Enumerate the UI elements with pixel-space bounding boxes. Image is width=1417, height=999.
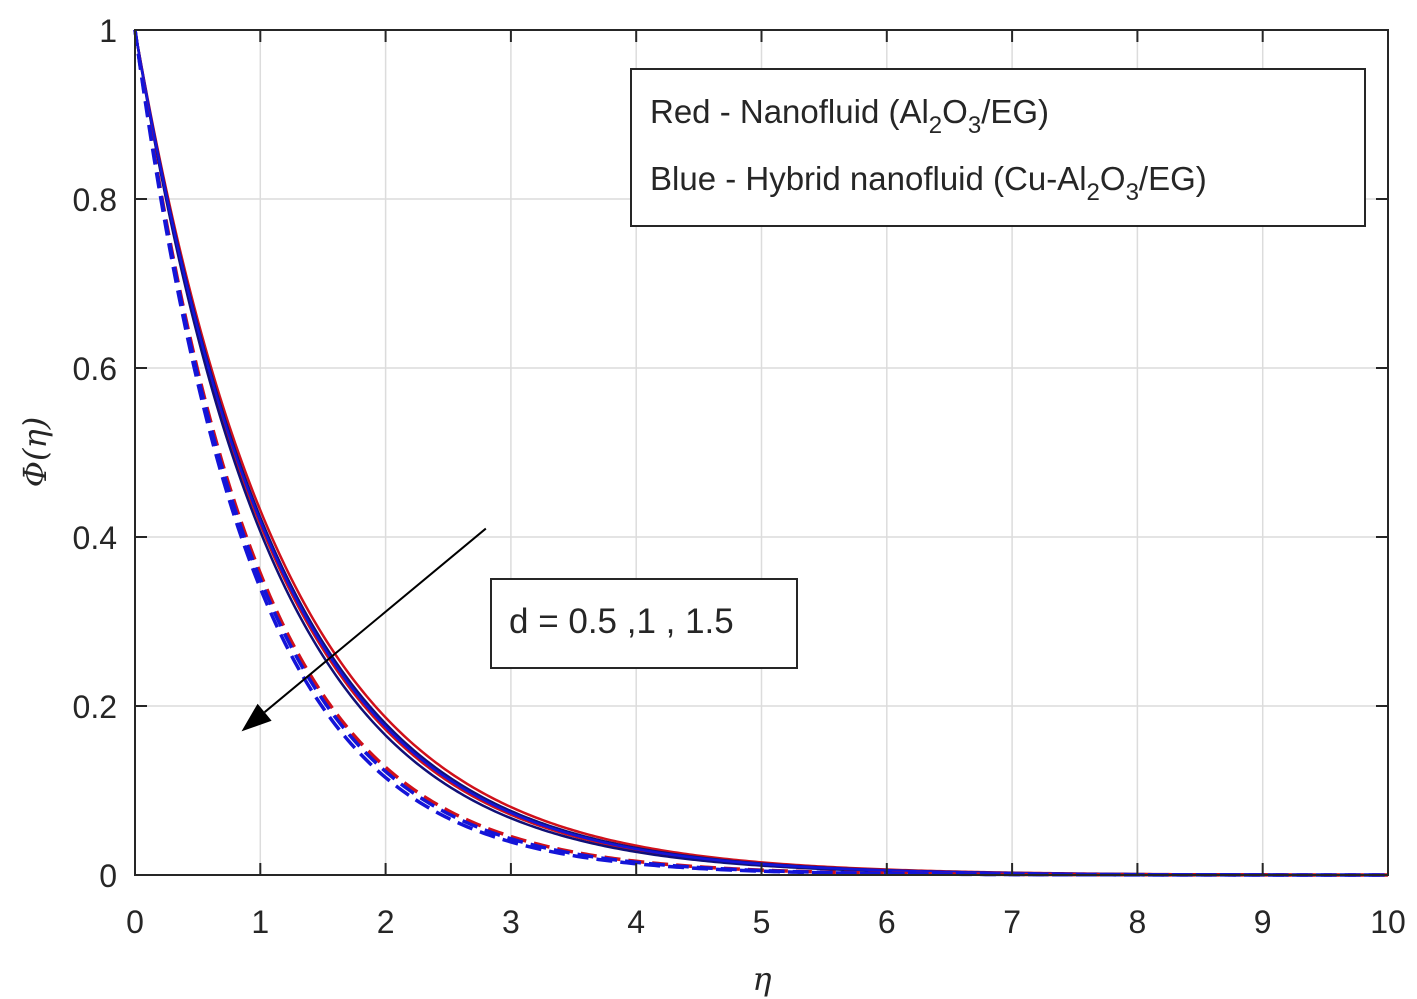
- x-tick-label: 2: [377, 904, 395, 940]
- y-axis-label: Φ(η): [16, 417, 54, 487]
- annotation-box: [490, 578, 798, 669]
- annotation: d = 0.5 ,1 , 1.5: [241, 527, 798, 732]
- annotation-text: d = 0.5 ,1 , 1.5: [509, 602, 734, 641]
- x-tick-label: 1: [251, 904, 269, 940]
- y-tick-label: 0.4: [73, 520, 117, 556]
- y-tick-label: 1: [99, 13, 117, 49]
- x-tick-label: 9: [1254, 904, 1272, 940]
- y-tick-label: 0: [99, 858, 117, 894]
- x-tick-label: 8: [1129, 904, 1147, 940]
- x-tick-label: 0: [126, 904, 144, 940]
- legend-blue-prefix: Blue - Hybrid nanofluid (Cu-Al: [650, 160, 1087, 197]
- legend-blue-mid: O: [1100, 160, 1126, 197]
- y-tick-label: 0.2: [73, 689, 117, 725]
- y-tick-label: 0.6: [73, 351, 117, 387]
- legend-blue-sub1: 2: [1087, 179, 1100, 206]
- legend-red-suffix: /EG): [981, 93, 1049, 130]
- legend-entry-red: Red - Nanofluid (Al2O3/EG): [650, 93, 1049, 139]
- legend-blue-suffix: /EG): [1139, 160, 1207, 197]
- legend-entry-blue: Blue - Hybrid nanofluid (Cu-Al2O3/EG): [650, 160, 1207, 206]
- x-tick-label: 3: [502, 904, 520, 940]
- x-tick-label: 5: [753, 904, 771, 940]
- legend-red-sub1: 2: [929, 112, 942, 139]
- legend: Red - Nanofluid (Al2O3/EG) Blue - Hybrid…: [630, 68, 1366, 227]
- y-tick-label: 0.8: [73, 182, 117, 218]
- annotation-arrow: [263, 527, 487, 713]
- x-axis-label: η: [752, 960, 771, 998]
- legend-box: [630, 68, 1366, 227]
- legend-blue-sub2: 3: [1126, 179, 1139, 206]
- legend-red-prefix: Red - Nanofluid (Al: [650, 93, 929, 130]
- x-tick-label: 6: [878, 904, 896, 940]
- x-tick-label: 10: [1370, 904, 1406, 940]
- legend-red-mid: O: [942, 93, 968, 130]
- legend-red-sub2: 3: [968, 112, 981, 139]
- x-tick-label: 7: [1003, 904, 1021, 940]
- annotation-arrowhead: [241, 703, 272, 732]
- x-tick-label: 4: [627, 904, 645, 940]
